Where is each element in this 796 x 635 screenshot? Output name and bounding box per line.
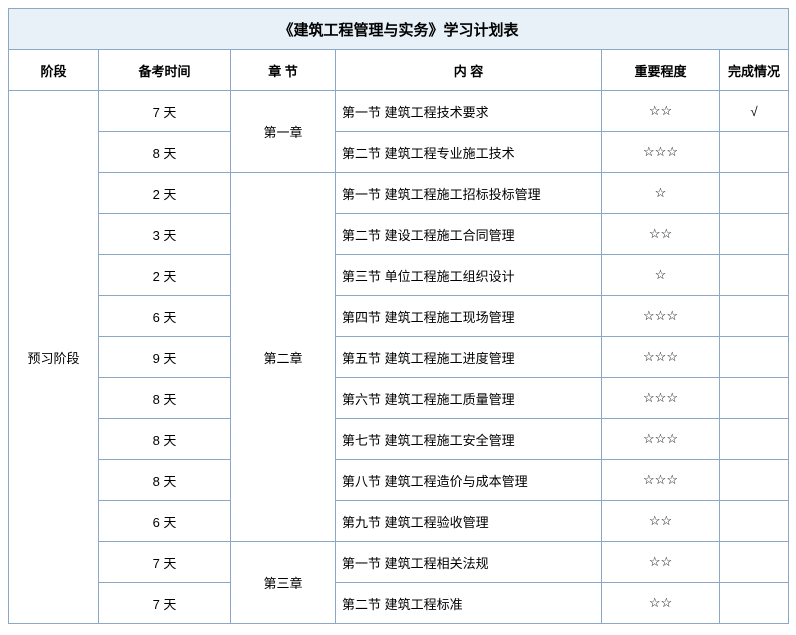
done-cell bbox=[720, 460, 789, 501]
time-cell: 8 天 bbox=[99, 378, 231, 419]
content-cell: 第一节 建筑工程技术要求 bbox=[336, 91, 602, 132]
col-header-importance: 重要程度 bbox=[602, 50, 720, 91]
time-cell: 8 天 bbox=[99, 460, 231, 501]
content-cell: 第三节 单位工程施工组织设计 bbox=[336, 255, 602, 296]
importance-cell: ☆ bbox=[602, 173, 720, 214]
importance-cell: ☆☆ bbox=[602, 501, 720, 542]
time-cell: 7 天 bbox=[99, 91, 231, 132]
time-cell: 7 天 bbox=[99, 542, 231, 583]
time-cell: 2 天 bbox=[99, 255, 231, 296]
col-header-time: 备考时间 bbox=[99, 50, 231, 91]
table-title: 《建筑工程管理与实务》学习计划表 bbox=[9, 9, 789, 50]
time-cell: 7 天 bbox=[99, 583, 231, 624]
chapter-cell: 第二章 bbox=[231, 173, 336, 542]
content-cell: 第一节 建筑工程相关法规 bbox=[336, 542, 602, 583]
study-plan-table-grid: 《建筑工程管理与实务》学习计划表 阶段 备考时间 章 节 内 容 重要程度 完成… bbox=[8, 8, 789, 624]
content-cell: 第六节 建筑工程施工质量管理 bbox=[336, 378, 602, 419]
done-cell bbox=[720, 214, 789, 255]
done-cell bbox=[720, 378, 789, 419]
content-cell: 第二节 建设工程施工合同管理 bbox=[336, 214, 602, 255]
time-cell: 9 天 bbox=[99, 337, 231, 378]
time-cell: 6 天 bbox=[99, 501, 231, 542]
done-cell bbox=[720, 255, 789, 296]
col-header-done: 完成情况 bbox=[720, 50, 789, 91]
time-cell: 2 天 bbox=[99, 173, 231, 214]
content-cell: 第二节 建筑工程标准 bbox=[336, 583, 602, 624]
importance-cell: ☆☆ bbox=[602, 214, 720, 255]
chapter-cell: 第三章 bbox=[231, 542, 336, 624]
stage-cell: 预习阶段 bbox=[9, 91, 99, 624]
done-cell bbox=[720, 296, 789, 337]
done-cell bbox=[720, 501, 789, 542]
importance-cell: ☆☆☆ bbox=[602, 460, 720, 501]
done-cell bbox=[720, 419, 789, 460]
time-cell: 3 天 bbox=[99, 214, 231, 255]
col-header-content: 内 容 bbox=[336, 50, 602, 91]
time-cell: 6 天 bbox=[99, 296, 231, 337]
importance-cell: ☆☆ bbox=[602, 542, 720, 583]
importance-cell: ☆☆ bbox=[602, 583, 720, 624]
importance-cell: ☆☆☆ bbox=[602, 296, 720, 337]
importance-cell: ☆☆☆ bbox=[602, 132, 720, 173]
time-cell: 8 天 bbox=[99, 419, 231, 460]
content-cell: 第一节 建筑工程施工招标投标管理 bbox=[336, 173, 602, 214]
content-cell: 第二节 建筑工程专业施工技术 bbox=[336, 132, 602, 173]
col-header-chapter: 章 节 bbox=[231, 50, 336, 91]
content-cell: 第九节 建筑工程验收管理 bbox=[336, 501, 602, 542]
content-cell: 第五节 建筑工程施工进度管理 bbox=[336, 337, 602, 378]
content-cell: 第七节 建筑工程施工安全管理 bbox=[336, 419, 602, 460]
col-header-stage: 阶段 bbox=[9, 50, 99, 91]
importance-cell: ☆☆ bbox=[602, 91, 720, 132]
content-cell: 第八节 建筑工程造价与成本管理 bbox=[336, 460, 602, 501]
done-cell bbox=[720, 173, 789, 214]
importance-cell: ☆☆☆ bbox=[602, 337, 720, 378]
done-cell bbox=[720, 132, 789, 173]
chapter-cell: 第一章 bbox=[231, 91, 336, 173]
importance-cell: ☆☆☆ bbox=[602, 378, 720, 419]
done-cell bbox=[720, 337, 789, 378]
done-cell: √ bbox=[720, 91, 789, 132]
done-cell bbox=[720, 542, 789, 583]
content-cell: 第四节 建筑工程施工现场管理 bbox=[336, 296, 602, 337]
importance-cell: ☆☆☆ bbox=[602, 419, 720, 460]
done-cell bbox=[720, 583, 789, 624]
importance-cell: ☆ bbox=[602, 255, 720, 296]
time-cell: 8 天 bbox=[99, 132, 231, 173]
study-plan-table: 《建筑工程管理与实务》学习计划表 阶段 备考时间 章 节 内 容 重要程度 完成… bbox=[8, 8, 788, 624]
